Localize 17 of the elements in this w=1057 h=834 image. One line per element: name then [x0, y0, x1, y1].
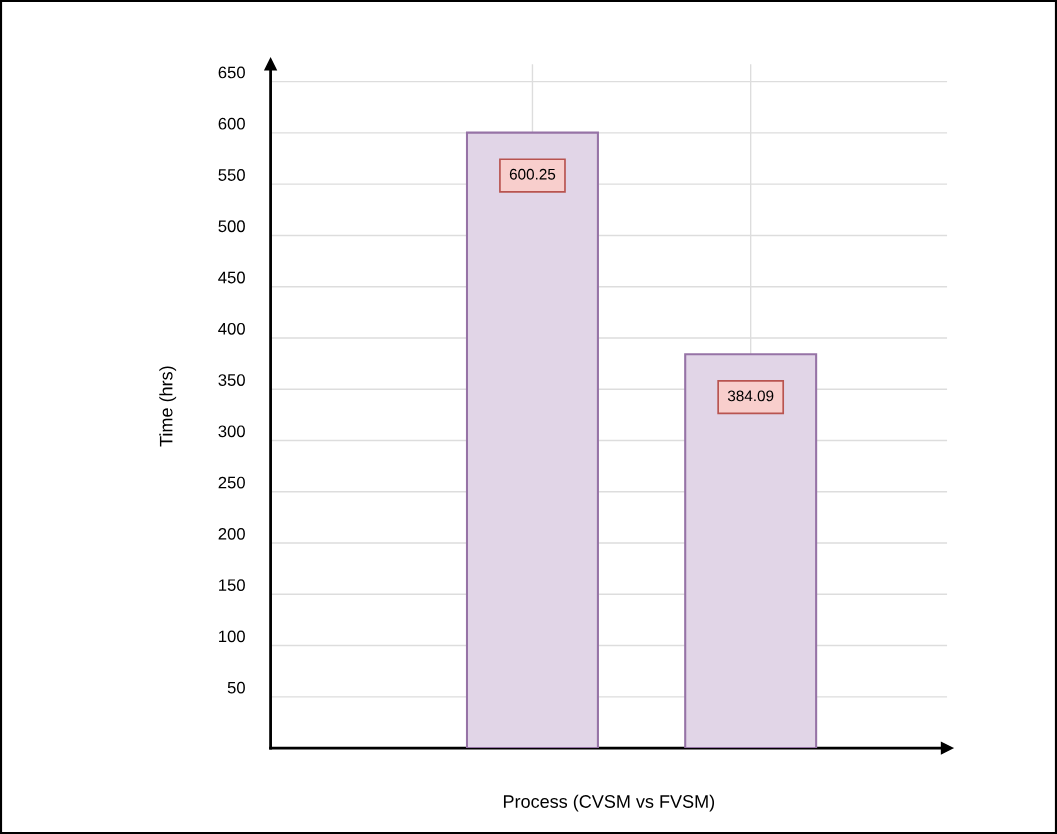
y-tick-label: 100 [219, 630, 245, 643]
y-tick-label: 500 [218, 220, 245, 233]
y-tick-label: 550 [218, 169, 245, 181]
y-tick-label: 450 [218, 271, 245, 284]
y-tick-label: 50 [227, 681, 245, 694]
y-tick-label: 650 [218, 66, 245, 79]
data-label: 600.25 [509, 168, 556, 180]
y-tick-label: 350 [218, 374, 245, 386]
data-label: 384.09 [727, 390, 774, 402]
y-tick-label: 150 [219, 579, 245, 592]
y-tick-label: 250 [218, 476, 245, 489]
x-axis-title: Process (CVSM vs FVSM) [503, 794, 715, 812]
y-tick-label: 300 [218, 425, 245, 438]
y-axis-title: Time (hrs) [159, 366, 177, 447]
y-tick-label: 200 [218, 527, 245, 540]
y-tick-label: 400 [218, 322, 245, 335]
y-tick-label: 600 [218, 117, 245, 130]
